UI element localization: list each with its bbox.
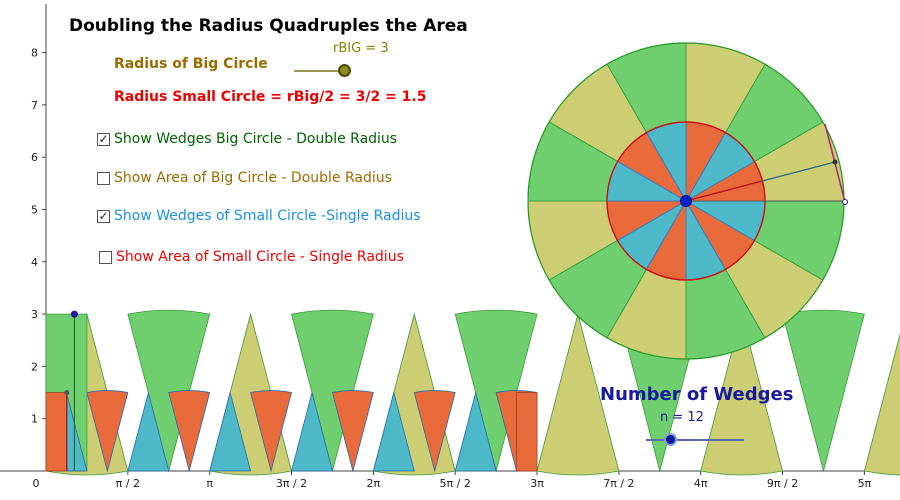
checkbox-wedges-small[interactable]: ✓ Show Wedges of Small Circle -Single Ra… bbox=[97, 208, 421, 224]
checkbox-area-big-box[interactable] bbox=[97, 171, 110, 185]
small-wedge-strip bbox=[454, 390, 497, 472]
y-tick-label: 5 bbox=[31, 204, 38, 217]
checkbox-area-big-label: Show Area of Big Circle - Double Radius bbox=[114, 170, 392, 186]
checkbox-area-small-label: Show Area of Small Circle - Single Radiu… bbox=[116, 249, 404, 265]
y-tick-label: 2 bbox=[31, 360, 38, 373]
x-tick-label: 3π bbox=[530, 477, 544, 490]
n-slider[interactable] bbox=[646, 431, 746, 448]
rotating-point bbox=[832, 159, 838, 165]
small-wedge-strip bbox=[127, 390, 170, 472]
small-wedge-strip bbox=[331, 390, 374, 473]
x-tick-label: 0 bbox=[33, 477, 40, 490]
small-wedge-strip bbox=[209, 390, 252, 472]
big-wedge-strip bbox=[536, 312, 620, 476]
number-of-wedges-label: Number of Wedges bbox=[600, 384, 794, 405]
small-height-point bbox=[64, 390, 70, 396]
checkbox-area-small[interactable]: Show Area of Small Circle - Single Radiu… bbox=[99, 249, 404, 265]
x-tick-label: 4π bbox=[694, 477, 708, 490]
big-height-point bbox=[70, 310, 78, 318]
x-tick-label: π bbox=[206, 477, 213, 490]
big-wedge-strip bbox=[782, 309, 865, 473]
small-wedge-strip bbox=[372, 390, 415, 472]
small-wedge-strip bbox=[86, 390, 129, 473]
x-tick-label: 2π bbox=[367, 477, 381, 490]
checkbox-wedges-big-box[interactable]: ✓ bbox=[97, 131, 110, 146]
y-tick-label: 4 bbox=[31, 256, 38, 269]
rbig-slider-label: rBIG = 3 bbox=[333, 41, 389, 56]
y-tick-label: 3 bbox=[31, 308, 38, 321]
arc-end-point bbox=[842, 199, 848, 205]
n-slider-track[interactable] bbox=[646, 439, 744, 441]
y-tick-label: 7 bbox=[31, 99, 38, 112]
radius-big-label: Radius of Big Circle bbox=[114, 56, 268, 72]
applet-title: Doubling the Radius Quadruples the Area bbox=[69, 16, 468, 36]
big-wedge-strip bbox=[863, 332, 900, 476]
big-wedge-strip bbox=[700, 312, 784, 476]
checkbox-wedges-big-label: Show Wedges Big Circle - Double Radius bbox=[114, 131, 398, 147]
y-tick-label: 6 bbox=[31, 151, 38, 164]
x-tick-label: π / 2 bbox=[116, 477, 140, 490]
y-tick-label: 1 bbox=[31, 413, 38, 426]
small-radius-line bbox=[685, 180, 763, 202]
n-slider-label: n = 12 bbox=[660, 410, 704, 425]
x-tick-label: 5π bbox=[858, 477, 872, 490]
big-wedge-strip bbox=[291, 309, 374, 473]
checkbox-area-small-box[interactable] bbox=[99, 250, 112, 264]
small-wedge-strip bbox=[250, 390, 293, 473]
big-wedge-strip bbox=[454, 309, 538, 473]
x-tick-label: 5π / 2 bbox=[440, 477, 471, 490]
circle-center-point bbox=[680, 195, 692, 207]
small-wedge-strip bbox=[168, 390, 211, 473]
small-wedge-half-left bbox=[45, 392, 67, 472]
x-tick-label: 7π / 2 bbox=[603, 477, 634, 490]
y-tick-label: 8 bbox=[31, 47, 38, 60]
checkbox-area-big[interactable]: Show Area of Big Circle - Double Radius bbox=[97, 170, 392, 186]
small-wedge-half-right bbox=[516, 392, 538, 472]
rbig-slider[interactable] bbox=[294, 62, 356, 79]
radius-small-label: Radius Small Circle = rBig/2 = 3/2 = 1.5 bbox=[114, 89, 427, 105]
rbig-slider-track[interactable] bbox=[294, 70, 344, 72]
small-wedge-strip bbox=[413, 390, 456, 473]
x-tick-label: 3π / 2 bbox=[276, 477, 307, 490]
checkbox-wedges-small-box[interactable]: ✓ bbox=[97, 208, 110, 223]
checkbox-wedges-big[interactable]: ✓ Show Wedges Big Circle - Double Radius bbox=[97, 131, 397, 147]
rbig-slider-knob[interactable] bbox=[338, 64, 351, 77]
big-wedge-strip bbox=[127, 309, 211, 473]
small-wedge-strip bbox=[290, 390, 333, 472]
checkbox-wedges-small-label: Show Wedges of Small Circle -Single Radi… bbox=[114, 208, 421, 224]
n-slider-knob[interactable] bbox=[664, 433, 677, 446]
x-tick-label: 9π / 2 bbox=[767, 477, 798, 490]
